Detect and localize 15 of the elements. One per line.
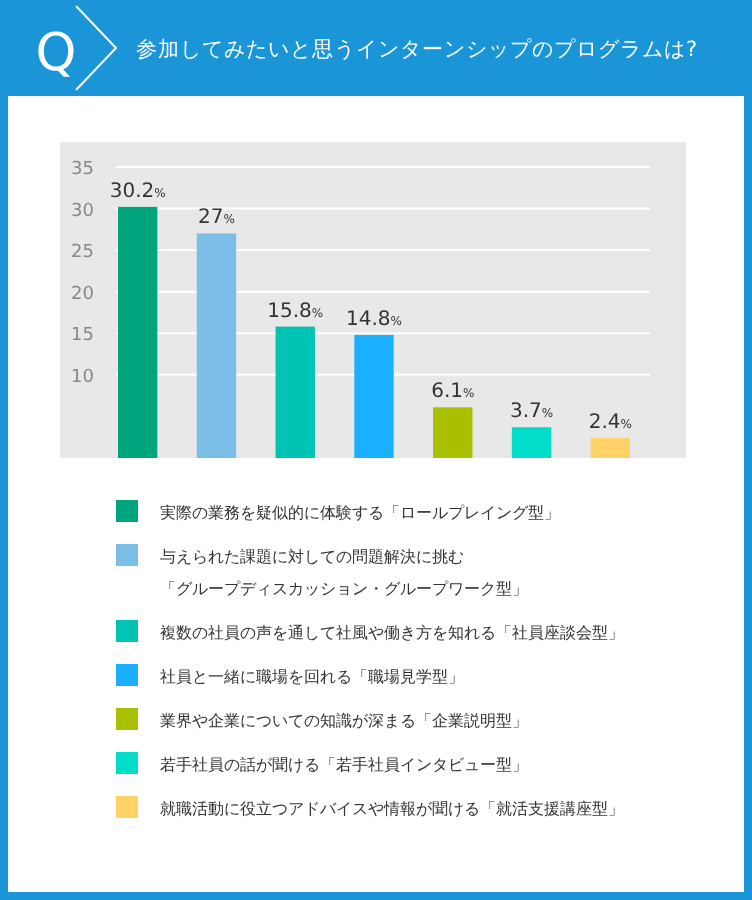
legend-label: 与えられた課題に対しての問題解決に挑む「グループディスカッション・グループワーク型」 <box>160 548 528 598</box>
text: Q <box>35 24 77 84</box>
chart-title: 参加してみたいと思うインターンシップのプログラムは? <box>136 36 698 62</box>
y-tick-label: 15 <box>71 326 94 347</box>
y-tick-label: 20 <box>71 284 95 305</box>
legend-label: 複数の社員の声を通して社風や働き方を知れる「社員座談会型」 <box>160 624 624 642</box>
y-tick-label: 35 <box>71 159 94 180</box>
y-tick-label: 25 <box>71 243 94 264</box>
legend-label: 実際の業務を疑似的に体験する「ロールプレイング型」 <box>160 504 560 522</box>
legend-label: 業界や企業についての知識が深まる「企業説明型」 <box>160 712 528 730</box>
legend-label: 社員と一緒に職場を回れる「職場見学型」 <box>160 668 464 686</box>
y-tick-label: 10 <box>71 367 95 388</box>
y-tick-label: 30 <box>71 201 95 222</box>
legend-label: 若手社員の話が聞ける「若手社員インタビュー型」 <box>160 756 528 774</box>
legend-label: 就職活動に役立つアドバイスや情報が聞ける「就活支援講座型」 <box>160 800 624 818</box>
